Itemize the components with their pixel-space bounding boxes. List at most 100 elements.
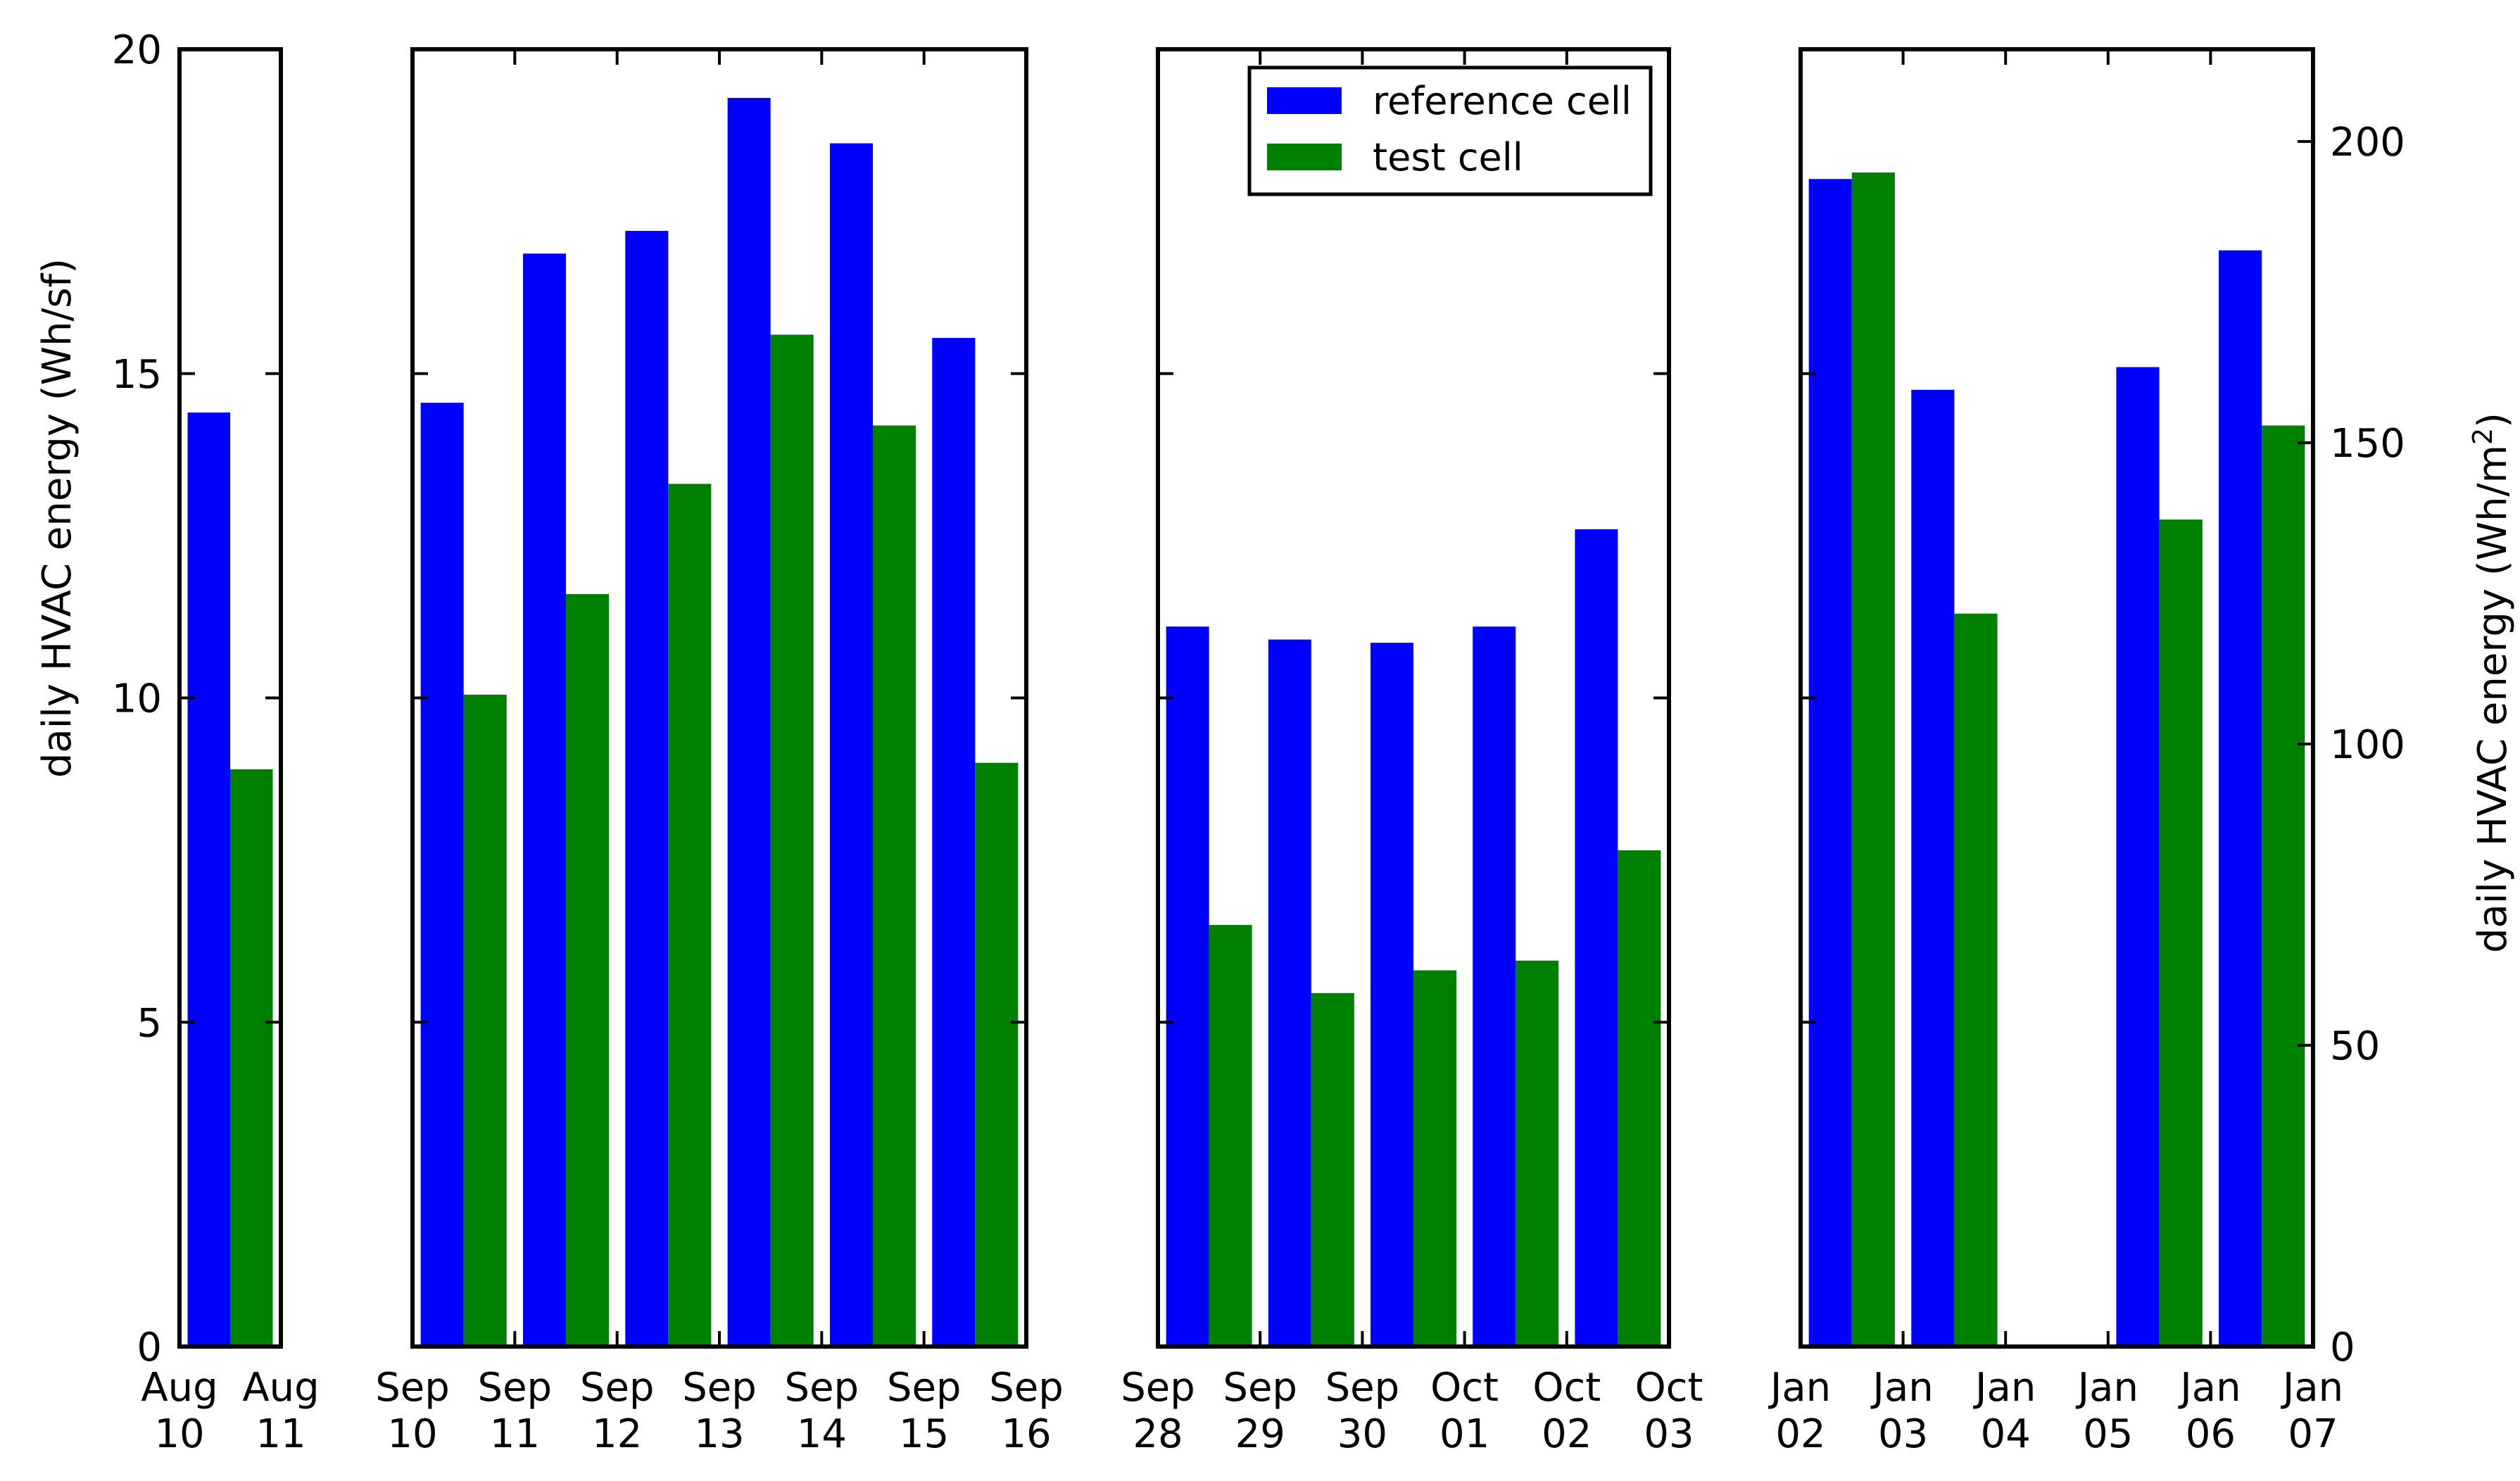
y-tick-label-right-5: 200 [2330,120,2405,165]
bar-test-p4-5 [2262,425,2305,1347]
x-tick-label-day: 06 [2186,1411,2236,1457]
x-tick-label-month: Oct [1532,1365,1601,1411]
y-tick-label-right-1: 0 [2330,1325,2355,1370]
x-tick-label-day: 04 [1981,1411,2031,1457]
y-tick-label-left-3: 10 [112,676,162,722]
x-tick-label-p1-1: Aug 10 [141,1365,218,1457]
x-tick-label-month: Sep [478,1365,553,1411]
y-tick-label-left-4: 15 [112,352,162,398]
bar-reference-p2-4 [727,98,771,1347]
bar-test-p2-2 [566,594,610,1347]
bar-reference-p4-4 [2116,367,2160,1347]
bar-reference-p4-1 [1808,179,1852,1347]
x-tick-label-p2-4: Sep 13 [682,1365,757,1457]
x-tick-label-p4-5: Jan 06 [2178,1365,2241,1457]
x-tick-label-day: 11 [256,1411,305,1457]
x-tick-label-day: 15 [899,1411,949,1457]
x-tick-label-month: Sep [1121,1365,1195,1411]
x-tick-label-day: 29 [1235,1411,1285,1457]
x-tick-label-day: 05 [2083,1411,2133,1457]
x-tick-label-p4-2: Jan 03 [1870,1365,1933,1457]
x-tick-label-month: Sep [1325,1365,1400,1411]
x-tick-label-month: Sep [785,1365,859,1411]
x-tick-label-p2-3: Sep 12 [580,1365,655,1457]
x-tick-label-month: Aug [141,1365,218,1411]
x-tick-label-p2-5: Sep 14 [785,1365,859,1457]
bar-reference-p3-4 [1473,626,1516,1347]
x-tick-label-p4-4: Jan 05 [2076,1365,2138,1457]
x-tick-label-p2-7: Sep 16 [989,1365,1064,1457]
bar-test-p2-6 [975,762,1019,1347]
x-tick-label-day: 28 [1133,1411,1183,1457]
x-tick-label-month: Jan [2281,1365,2343,1411]
x-tick-label-p3-5: Oct 02 [1532,1365,1601,1457]
x-tick-label-p3-3: Sep 30 [1325,1365,1400,1457]
bar-test-p2-5 [873,425,916,1347]
x-tick-label-p2-6: Sep 15 [887,1365,962,1457]
bar-test-p2-4 [770,334,814,1347]
x-tick-label-month: Oct [1430,1365,1499,1411]
y-tick-label-left-2: 5 [137,1000,162,1046]
bar-test-p3-3 [1413,970,1456,1347]
y-axis-label-right-main: daily HVAC energy (Wh/m [2470,445,2516,953]
legend: reference cell test cell [1247,65,1653,196]
bar-reference-p4-2 [1911,389,1955,1347]
x-tick-label-day: 02 [1542,1411,1592,1457]
bar-test-p3-1 [1209,925,1252,1347]
x-tick-label-day: 13 [694,1411,744,1457]
y-tick-label-left-5: 20 [112,27,162,73]
x-tick-label-month: Oct [1635,1365,1703,1411]
x-tick-label-day: 11 [490,1411,540,1457]
bar-test-p3-5 [1618,850,1661,1347]
x-tick-label-day: 03 [1878,1411,1928,1457]
x-tick-label-day: 30 [1337,1411,1387,1457]
x-tick-label-month: Jan [2076,1365,2138,1411]
x-tick-label-p1-2: Aug 11 [242,1365,319,1457]
y-tick-label-right-3: 100 [2330,722,2405,768]
x-tick-label-p3-2: Sep 29 [1223,1365,1297,1457]
x-tick-label-month: Sep [1223,1365,1297,1411]
bar-reference-p2-1 [420,403,464,1347]
x-tick-label-p2-2: Sep 11 [478,1365,553,1457]
x-tick-label-month: Sep [375,1365,450,1411]
x-tick-label-day: 10 [387,1411,437,1457]
x-tick-label-day: 14 [797,1411,847,1457]
bar-test-p1-1 [230,769,273,1347]
bar-test-p2-3 [668,484,712,1347]
x-tick-label-day: 02 [1775,1411,1825,1457]
x-tick-label-p4-6: Jan 07 [2281,1365,2343,1457]
x-tick-label-p4-3: Jan 04 [1973,1365,2036,1457]
x-tick-label-day: 10 [154,1411,204,1457]
x-tick-label-day: 07 [2288,1411,2338,1457]
bar-test-p4-2 [1954,613,1998,1347]
x-tick-label-month: Sep [887,1365,962,1411]
y-tick-label-right-4: 150 [2330,421,2405,467]
x-tick-label-p4-1: Jan 02 [1768,1365,1831,1457]
x-tick-label-day: 03 [1644,1411,1694,1457]
x-tick-label-day: 12 [592,1411,642,1457]
bar-reference-p2-2 [522,253,566,1347]
x-tick-label-month: Aug [242,1365,319,1411]
legend-swatch-test [1267,144,1342,170]
bar-reference-p3-5 [1575,529,1618,1347]
y-axis-label-right: daily HVAC energy (Wh/m2) [2467,412,2516,953]
y-axis-label-left: daily HVAC energy (Wh/sf) [34,258,80,778]
bar-test-p2-1 [463,694,507,1347]
x-tick-label-month: Jan [1768,1365,1831,1411]
x-tick-label-p3-4: Oct 01 [1430,1365,1499,1457]
bar-test-p3-4 [1516,960,1559,1347]
y-tick-label-left-1: 0 [137,1325,162,1370]
bar-reference-p2-3 [625,231,669,1347]
x-tick-label-day: 01 [1439,1411,1489,1457]
bar-reference-p3-2 [1268,639,1311,1347]
legend-label-reference: reference cell [1373,79,1632,123]
x-tick-label-month: Jan [1973,1365,2036,1411]
x-tick-label-month: Sep [989,1365,1064,1411]
bar-reference-p2-5 [829,143,873,1347]
y-axis-label-right-superscript: 2 [2467,428,2498,445]
bar-reference-p3-3 [1371,643,1413,1347]
x-tick-label-month: Sep [580,1365,655,1411]
x-tick-label-p3-6: Oct 03 [1635,1365,1703,1457]
x-tick-label-month: Jan [2178,1365,2241,1411]
